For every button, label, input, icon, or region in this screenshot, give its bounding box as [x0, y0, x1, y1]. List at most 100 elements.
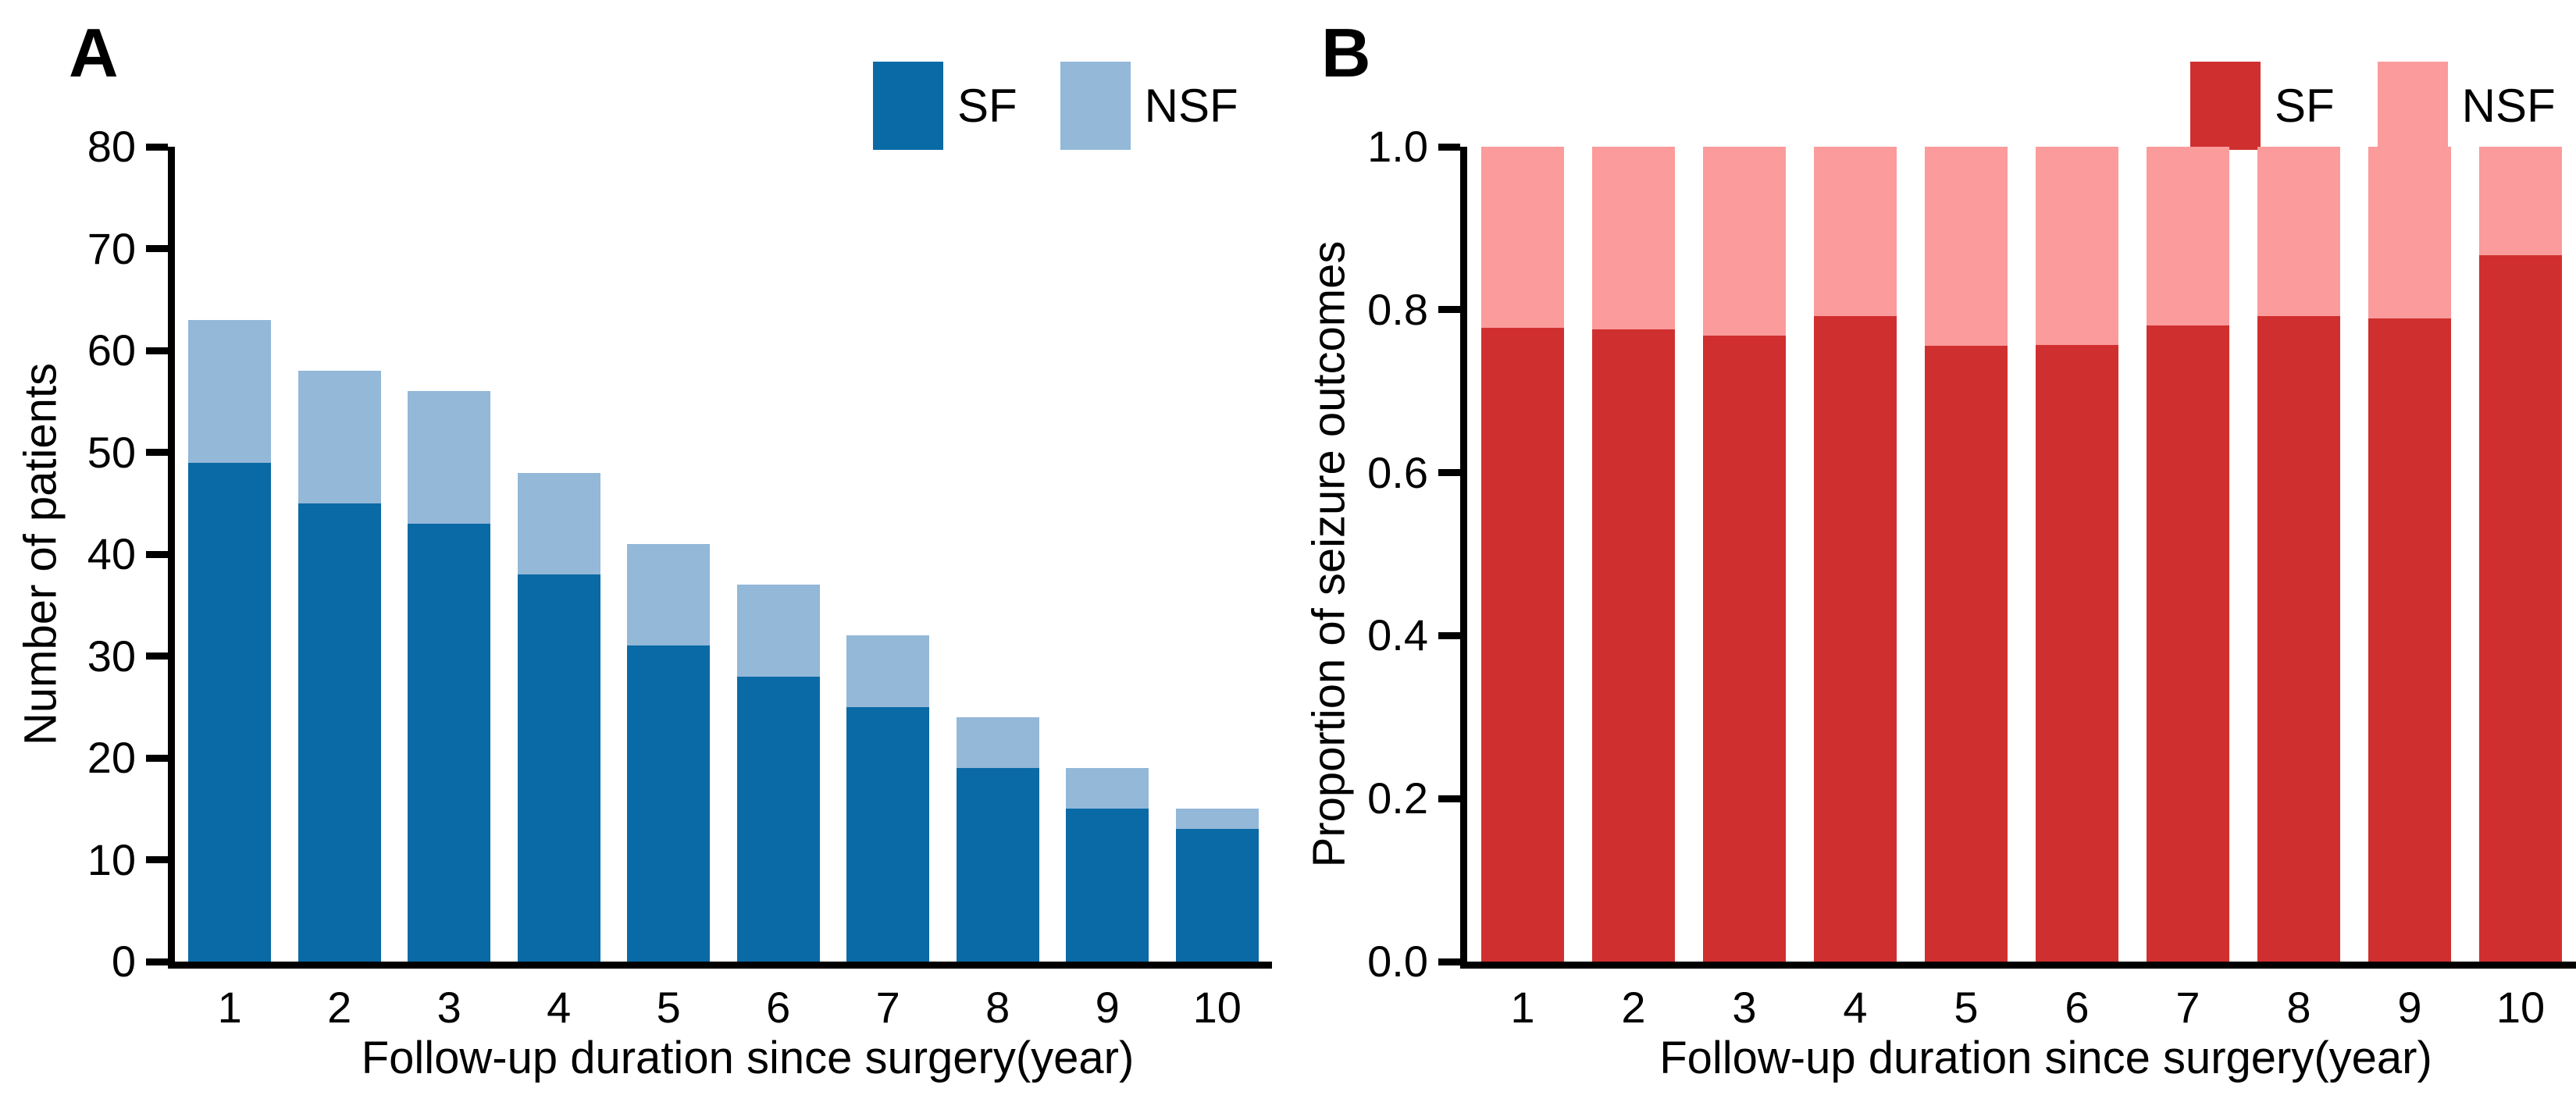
legend-swatch-sf [873, 61, 943, 150]
panel-b-x-axis-title: Follow-up duration since surgery(year) [1659, 1033, 2432, 1083]
bar-segment-nsf-year-7 [846, 635, 930, 707]
bar-segment-nsf-year-5 [627, 543, 711, 646]
legend-label-sf: SF [2275, 79, 2335, 132]
bar-segment-sf-year-2 [1592, 329, 1675, 962]
y-tick-label: 70 [87, 223, 136, 273]
bar-segment-sf-year-10 [2479, 254, 2562, 962]
bar-segment-sf-year-4 [1814, 316, 1897, 962]
bar-segment-sf-year-5 [1925, 345, 2008, 962]
x-tick-label: 9 [1095, 983, 1120, 1032]
bar-segment-nsf-year-3 [408, 391, 491, 524]
bar-segment-sf-year-8 [956, 768, 1039, 962]
bar-segment-sf-year-3 [408, 523, 491, 962]
bar-segment-nsf-year-1 [188, 319, 272, 463]
x-tick-label: 5 [656, 983, 681, 1032]
y-tick-mark [146, 550, 168, 558]
panel-a-x-axis-title: Follow-up duration since surgery(year) [361, 1033, 1135, 1083]
bar-segment-sf-year-8 [2257, 316, 2340, 962]
y-tick-label: 0.6 [1367, 447, 1428, 497]
bar-segment-sf-year-5 [627, 645, 711, 962]
bar-segment-sf-year-10 [1175, 829, 1259, 962]
bar-segment-nsf-year-4 [1814, 147, 1897, 317]
y-tick-label: 50 [87, 427, 136, 477]
bar-segment-nsf-year-2 [1592, 147, 1675, 329]
y-tick-mark [146, 449, 168, 456]
bar-segment-nsf-year-3 [1703, 147, 1786, 336]
y-tick-mark [146, 958, 168, 965]
bar-segment-sf-year-6 [736, 676, 820, 962]
y-tick-label: 0 [111, 937, 136, 986]
y-tick-mark [146, 245, 168, 252]
x-tick-label: 8 [985, 983, 1010, 1032]
x-tick-label: 1 [1510, 983, 1535, 1032]
bar-segment-nsf-year-8 [2257, 147, 2340, 317]
bar-segment-sf-year-9 [2368, 318, 2451, 962]
panel-a-plot-area: 0 10 20 30 40 50 60 70 80 1 2 3 4 5 6 7 8 9 10 [87, 122, 1272, 1032]
y-tick-label: 0.2 [1367, 773, 1428, 823]
legend-label-nsf: NSF [2461, 79, 2556, 132]
x-tick-label: 3 [1732, 983, 1757, 1032]
x-tick-label: 6 [2065, 983, 2090, 1032]
panel-b-label: B [1321, 14, 1371, 91]
panel-b-legend: SF NSF [2190, 61, 2556, 150]
panel-a-legend: SF NSF [873, 61, 1238, 150]
panel-a: A SF NSF Number of patients 0 10 20 30 40 50 6… [16, 14, 1272, 1083]
x-tick-label: 2 [327, 983, 352, 1032]
panel-b-plot-area: 0.0 0.2 0.4 0.6 0.8 1.0 1 2 3 4 5 6 7 8 9 10 [1367, 122, 2576, 1032]
panel-a-label: A [69, 14, 119, 91]
y-tick-label: 0.4 [1367, 610, 1428, 660]
bar-segment-sf-year-1 [188, 462, 272, 962]
legend-label-sf: SF [957, 79, 1017, 132]
y-tick-label: 1.0 [1367, 122, 1428, 171]
y-tick-label: 10 [87, 834, 136, 884]
bar-segment-sf-year-2 [298, 503, 381, 962]
x-tick-label: 2 [1621, 983, 1646, 1032]
y-tick-mark [1438, 631, 1460, 639]
bar-segment-nsf-year-2 [298, 371, 381, 503]
x-tick-label: 6 [766, 983, 791, 1032]
bar-segment-nsf-year-6 [2036, 147, 2118, 345]
x-tick-label: 5 [1954, 983, 1979, 1032]
y-tick-mark [1438, 958, 1460, 965]
bar-segment-nsf-year-7 [2147, 147, 2229, 325]
y-tick-label: 0.0 [1367, 937, 1428, 986]
y-tick-mark [146, 653, 168, 660]
bar-segment-nsf-year-8 [956, 717, 1039, 769]
bar-segment-nsf-year-6 [736, 585, 820, 677]
bar-segment-sf-year-4 [517, 574, 600, 962]
y-tick-mark [146, 856, 168, 863]
y-tick-label: 40 [87, 529, 136, 578]
bar-segment-nsf-year-9 [2368, 147, 2451, 319]
bar-segment-nsf-year-1 [1481, 147, 1564, 328]
y-tick-mark [146, 347, 168, 354]
bar-segment-sf-year-9 [1066, 809, 1149, 962]
y-tick-label: 60 [87, 325, 136, 375]
y-tick-mark [1438, 795, 1460, 802]
x-tick-label: 4 [547, 983, 572, 1032]
bar-segment-sf-year-1 [1481, 327, 1564, 962]
bar-segment-nsf-year-9 [1066, 768, 1149, 809]
y-tick-label: 0.8 [1367, 284, 1428, 334]
bar-segment-sf-year-7 [846, 706, 930, 962]
y-tick-mark [1438, 143, 1460, 151]
x-tick-label: 1 [217, 983, 242, 1032]
y-tick-mark [146, 143, 168, 151]
x-tick-label: 3 [436, 983, 461, 1032]
panel-b: B SF NSF Proportion of seizure outcomes … [1288, 0, 2576, 1113]
legend-label-nsf: NSF [1144, 79, 1238, 132]
y-tick-mark [1438, 306, 1460, 314]
x-tick-label: 8 [2286, 983, 2311, 1032]
x-tick-label: 7 [2175, 983, 2200, 1032]
y-tick-mark [146, 754, 168, 762]
x-tick-label: 7 [875, 983, 900, 1032]
y-tick-label: 80 [87, 122, 136, 171]
y-tick-label: 20 [87, 733, 136, 782]
legend-swatch-nsf [1060, 61, 1131, 150]
bar-segment-sf-year-6 [2036, 344, 2118, 962]
legend-swatch-nsf [2377, 61, 2448, 150]
y-tick-mark [1438, 469, 1460, 477]
bar-segment-nsf-year-4 [517, 472, 600, 575]
x-tick-label: 4 [1843, 983, 1868, 1032]
bar-segment-sf-year-3 [1703, 336, 1786, 962]
